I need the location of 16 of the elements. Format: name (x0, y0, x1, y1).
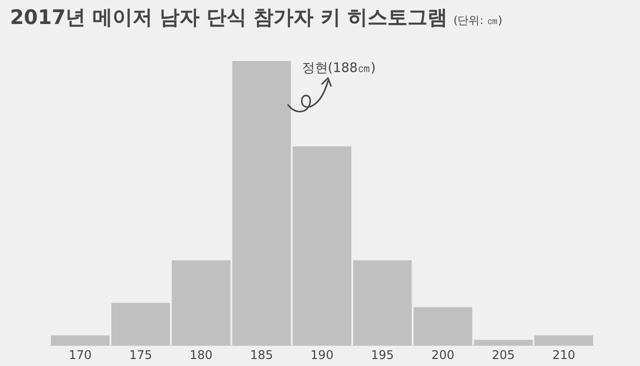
bar (111, 302, 170, 346)
bar (534, 335, 594, 346)
x-tick-label: 200 (431, 348, 454, 362)
x-tick-label: 205 (492, 348, 515, 362)
x-tick-label: 210 (552, 348, 576, 362)
x-tick-label: 185 (250, 348, 274, 362)
x-tick-label: 190 (310, 348, 334, 362)
x-tick-label: 175 (129, 348, 152, 362)
x-tick-label: 180 (190, 348, 213, 362)
x-tick-label: 170 (68, 348, 92, 362)
bar (474, 340, 533, 346)
chart-title: 2017년 메이저 남자 단식 참가자 키 히스토그램 (10, 4, 448, 31)
chart-subtitle: (단위: ㎝) (453, 13, 502, 28)
bar (50, 335, 110, 346)
annotation: 정현(188㎝) (302, 60, 376, 76)
x-tick-label: 195 (370, 348, 394, 362)
